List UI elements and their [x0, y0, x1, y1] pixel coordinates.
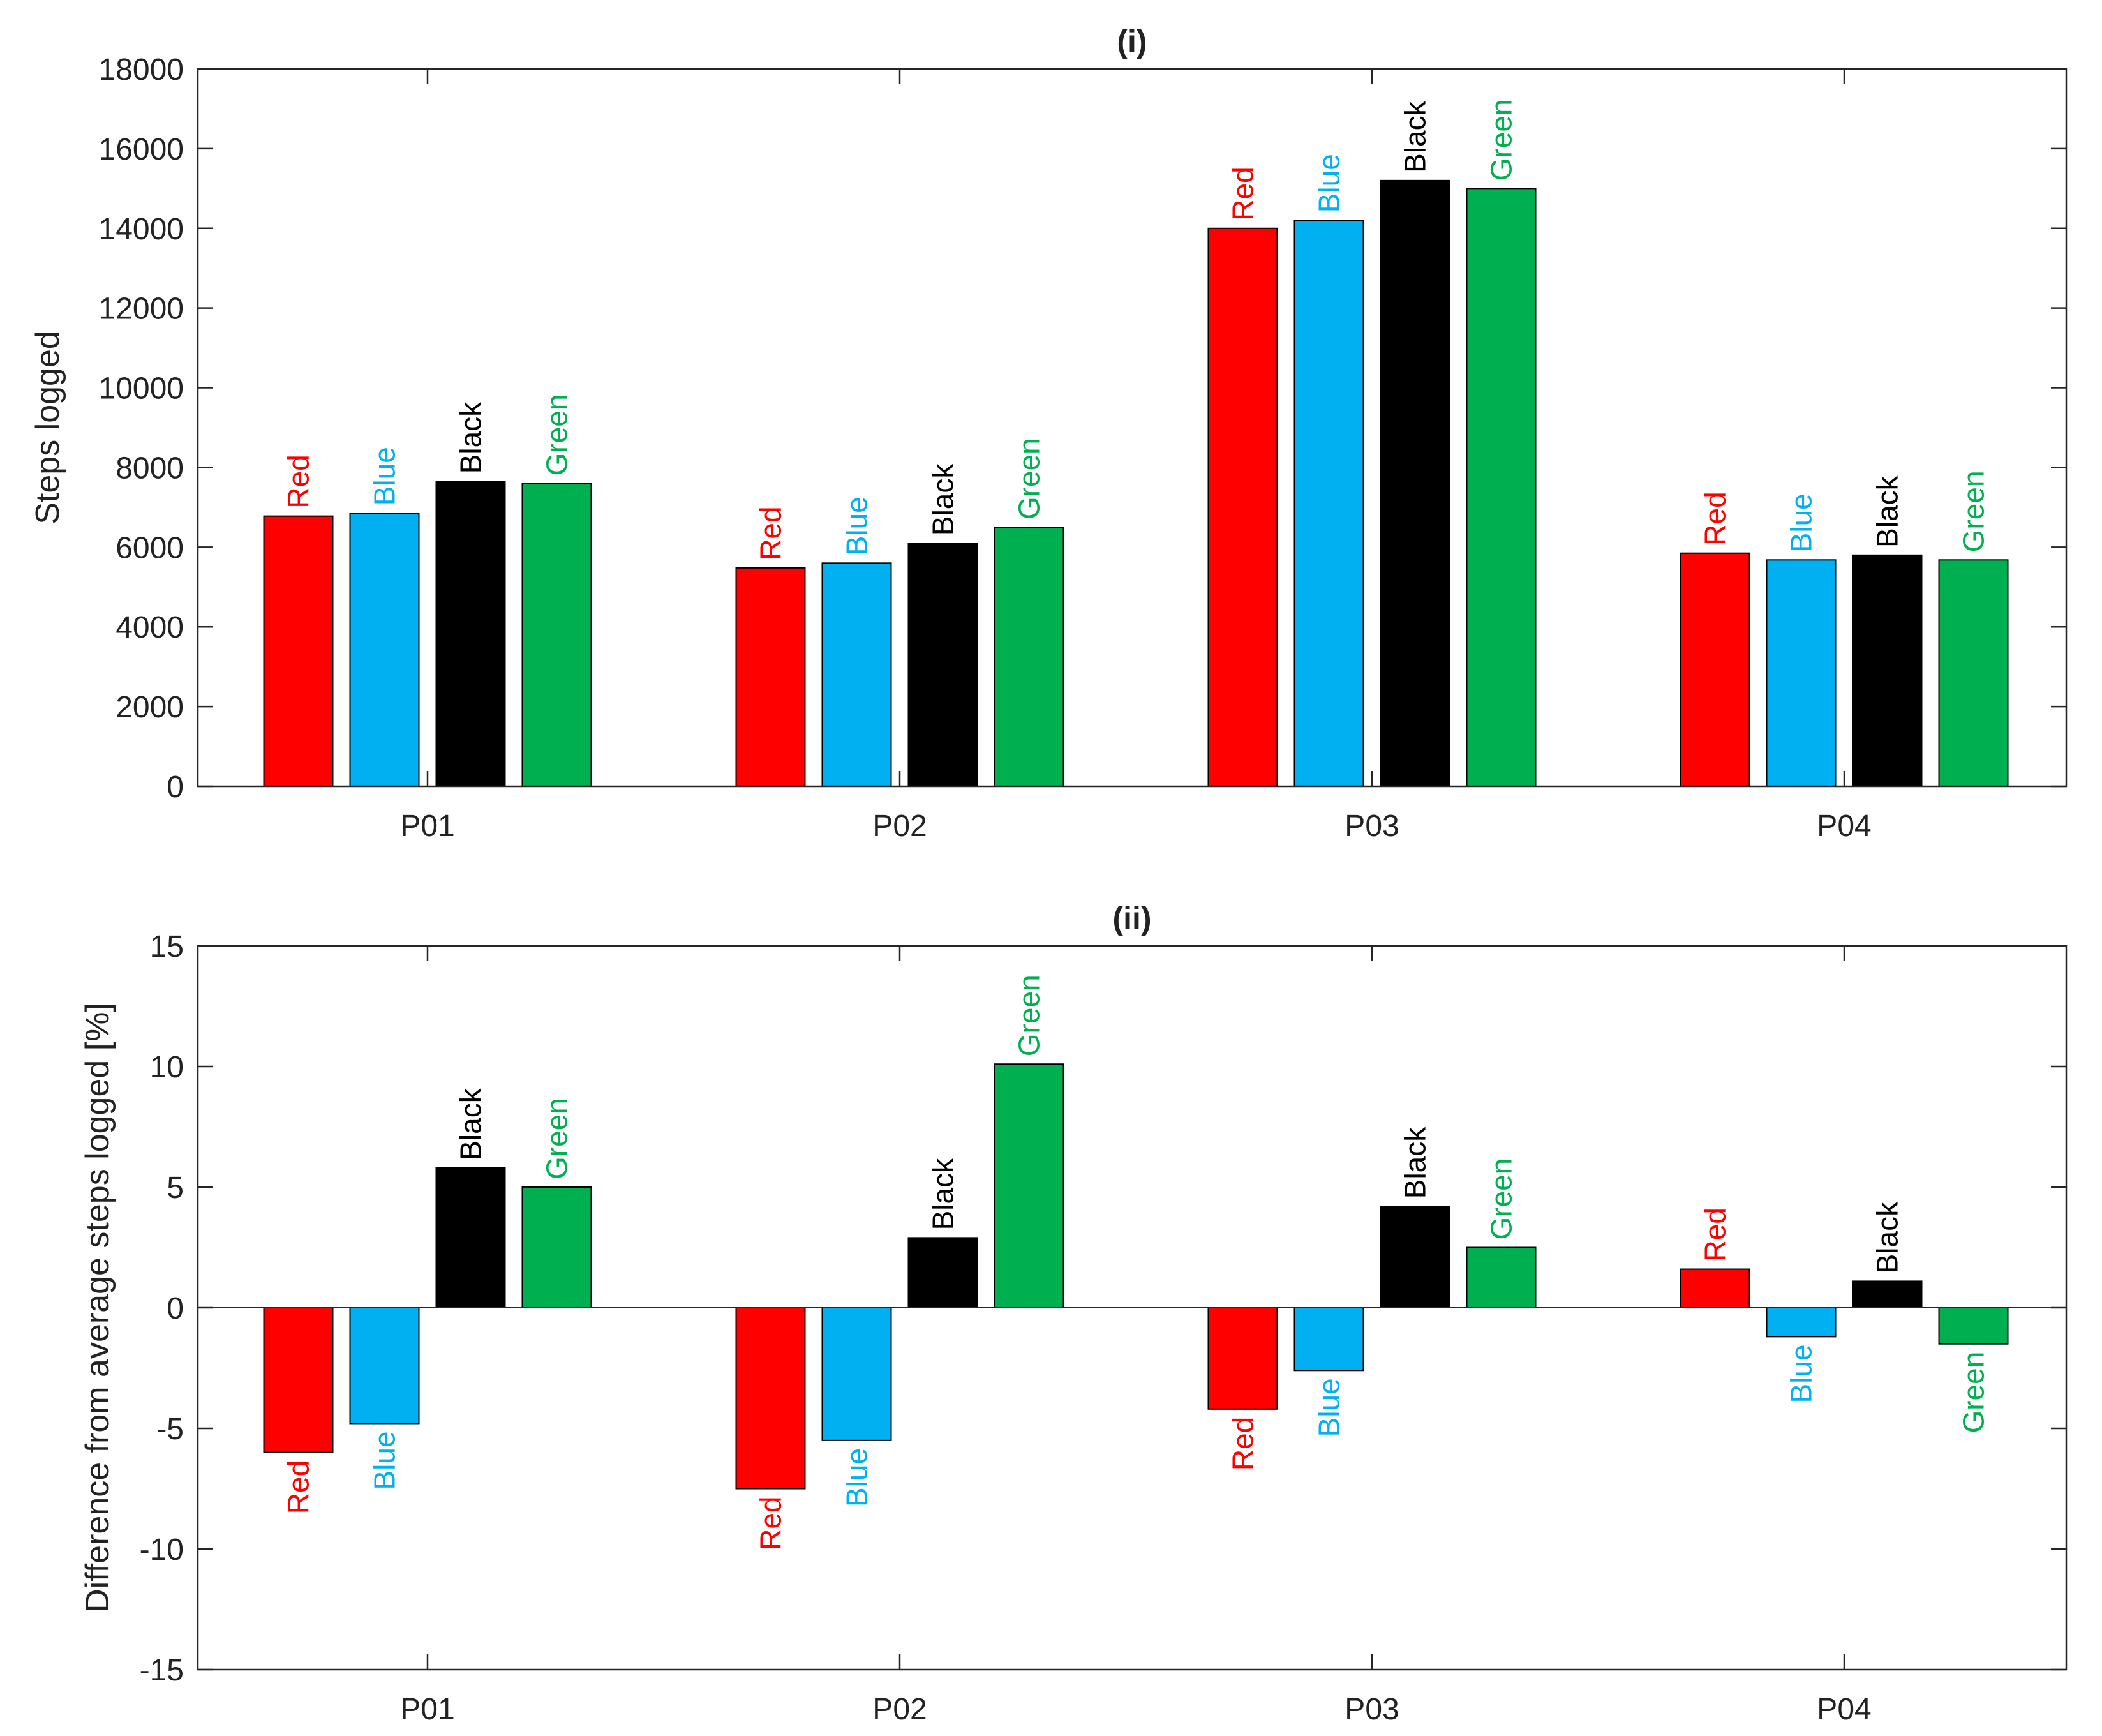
bar-label-p04-green: Green: [1957, 470, 1990, 552]
bar-p01-blue: [349, 1307, 420, 1425]
y-tick-label: 8000: [116, 451, 184, 485]
bar-label-p02-black: Black: [927, 1158, 960, 1230]
bar-p02-blue: [821, 562, 892, 787]
bar-p04-black: [1852, 1280, 1923, 1309]
bar-label-p02-blue: Blue: [840, 497, 874, 555]
bar-p03-blue: [1293, 220, 1364, 787]
bar-label-p03-green: Green: [1485, 99, 1518, 181]
bar-label-p02-green: Green: [1013, 975, 1046, 1056]
bar-label-p04-green: Green: [1957, 1352, 1990, 1433]
y-tick-label: 15: [150, 930, 184, 964]
y-tick-label: 14000: [99, 213, 184, 246]
x-tick-label-p02: P02: [872, 809, 927, 843]
bar-p02-blue: [821, 1307, 892, 1441]
x-tick-label-p01: P01: [400, 809, 454, 843]
panel-title: (i): [1117, 24, 1147, 59]
bar-label-p04-red: Red: [1699, 1208, 1732, 1261]
x-tick-label-p03: P03: [1345, 809, 1399, 843]
y-tick-label: 18000: [99, 53, 184, 87]
bar-p03-black: [1380, 179, 1450, 788]
bar-label-p01-green: Green: [540, 394, 574, 476]
bar-p03-green: [1466, 1246, 1537, 1308]
bar-p01-blue: [349, 513, 420, 787]
y-tick-label: 16000: [99, 133, 184, 167]
x-tick-label-p04: P04: [1817, 1693, 1871, 1726]
y-axis-label: Steps logged: [29, 331, 66, 525]
y-tick-label: 2000: [116, 691, 184, 724]
bar-label-p03-black: Black: [1399, 1126, 1432, 1199]
bar-p02-red: [735, 1307, 806, 1490]
bar-p01-red: [263, 1307, 334, 1453]
y-tick-label: 4000: [116, 611, 184, 645]
panel-title: (ii): [1112, 901, 1151, 936]
bar-p01-black: [435, 1167, 506, 1309]
bar-label-p03-blue: Blue: [1313, 154, 1346, 213]
bar-label-p01-green: Green: [540, 1098, 574, 1179]
bar-label-p04-black: Black: [1871, 1201, 1904, 1273]
bar-label-p02-red: Red: [754, 506, 787, 560]
bar-p03-red: [1207, 1307, 1278, 1410]
x-tick-label-p03: P03: [1345, 1693, 1399, 1726]
bar-label-p01-black: Black: [454, 1088, 488, 1160]
bar-label-p03-green: Green: [1485, 1158, 1518, 1240]
bar-p04-red: [1680, 1268, 1750, 1309]
bar-label-p03-red: Red: [1226, 1417, 1260, 1470]
y-tick-label: -10: [140, 1533, 184, 1567]
plot-area: [198, 69, 2066, 786]
bar-label-p02-blue: Blue: [840, 1448, 874, 1507]
x-tick-label-p01: P01: [400, 1693, 454, 1726]
y-tick-label: -15: [140, 1654, 184, 1687]
bar-label-p01-red: Red: [282, 454, 315, 508]
axes-frame: [197, 68, 2068, 788]
bar-p04-red: [1680, 552, 1750, 787]
bar-p02-green: [994, 1063, 1064, 1308]
y-tick-label: 5: [167, 1171, 184, 1205]
bar-label-p03-red: Red: [1226, 167, 1260, 220]
bar-p01-green: [521, 483, 592, 788]
y-tick-label: 12000: [99, 292, 184, 326]
y-tick-label: 10000: [99, 372, 184, 406]
bar-p04-green: [1938, 559, 2009, 787]
bar-p04-blue: [1766, 1307, 1837, 1338]
y-tick-label: 10: [150, 1051, 184, 1084]
bar-label-p04-black: Black: [1871, 475, 1904, 547]
y-tick-label: -5: [156, 1412, 184, 1446]
bar-p01-green: [521, 1186, 592, 1308]
bar-label-p02-black: Black: [927, 463, 960, 535]
bar-p04-black: [1852, 554, 1923, 787]
y-tick-label: 0: [167, 1292, 184, 1326]
bar-p03-blue: [1293, 1307, 1364, 1372]
bar-p04-blue: [1766, 559, 1837, 787]
bar-label-p04-blue: Blue: [1785, 493, 1818, 552]
y-tick-label: 6000: [116, 531, 184, 565]
y-tick-label: 0: [167, 770, 184, 804]
bar-p02-green: [994, 527, 1064, 787]
bar-label-p02-red: Red: [754, 1497, 787, 1550]
bar-p03-black: [1380, 1206, 1450, 1308]
x-tick-label-p02: P02: [872, 1693, 927, 1726]
bar-label-p01-blue: Blue: [368, 447, 401, 505]
bar-p01-black: [435, 481, 506, 787]
x-tick-label-p04: P04: [1817, 809, 1871, 843]
bar-p02-black: [907, 1237, 978, 1309]
bar-label-p04-red: Red: [1699, 491, 1732, 545]
bar-label-p03-blue: Blue: [1313, 1378, 1346, 1437]
bar-p03-red: [1207, 227, 1278, 787]
bar-label-p01-blue: Blue: [368, 1431, 401, 1490]
bar-p04-green: [1938, 1307, 2009, 1345]
panel-1: Red Red Red Red Blue Blue Blue Blue Black Black Bl…: [29, 24, 2068, 843]
bar-p03-green: [1466, 188, 1537, 788]
bar-label-p01-black: Black: [454, 401, 488, 474]
bar-label-p01-red: Red: [282, 1460, 315, 1514]
bar-label-p04-blue: Blue: [1785, 1344, 1818, 1403]
bar-label-p02-green: Green: [1013, 438, 1046, 520]
bar-label-p03-black: Black: [1399, 100, 1432, 172]
bar-p02-black: [907, 542, 978, 787]
panel-2: Red Red Red Red Blue Blue Blue Blue Black Black Bl…: [79, 901, 2068, 1726]
bar-p02-red: [735, 567, 806, 787]
bar-p01-red: [263, 515, 334, 787]
y-axis-label: Difference from average steps logged [%]: [79, 1003, 116, 1613]
